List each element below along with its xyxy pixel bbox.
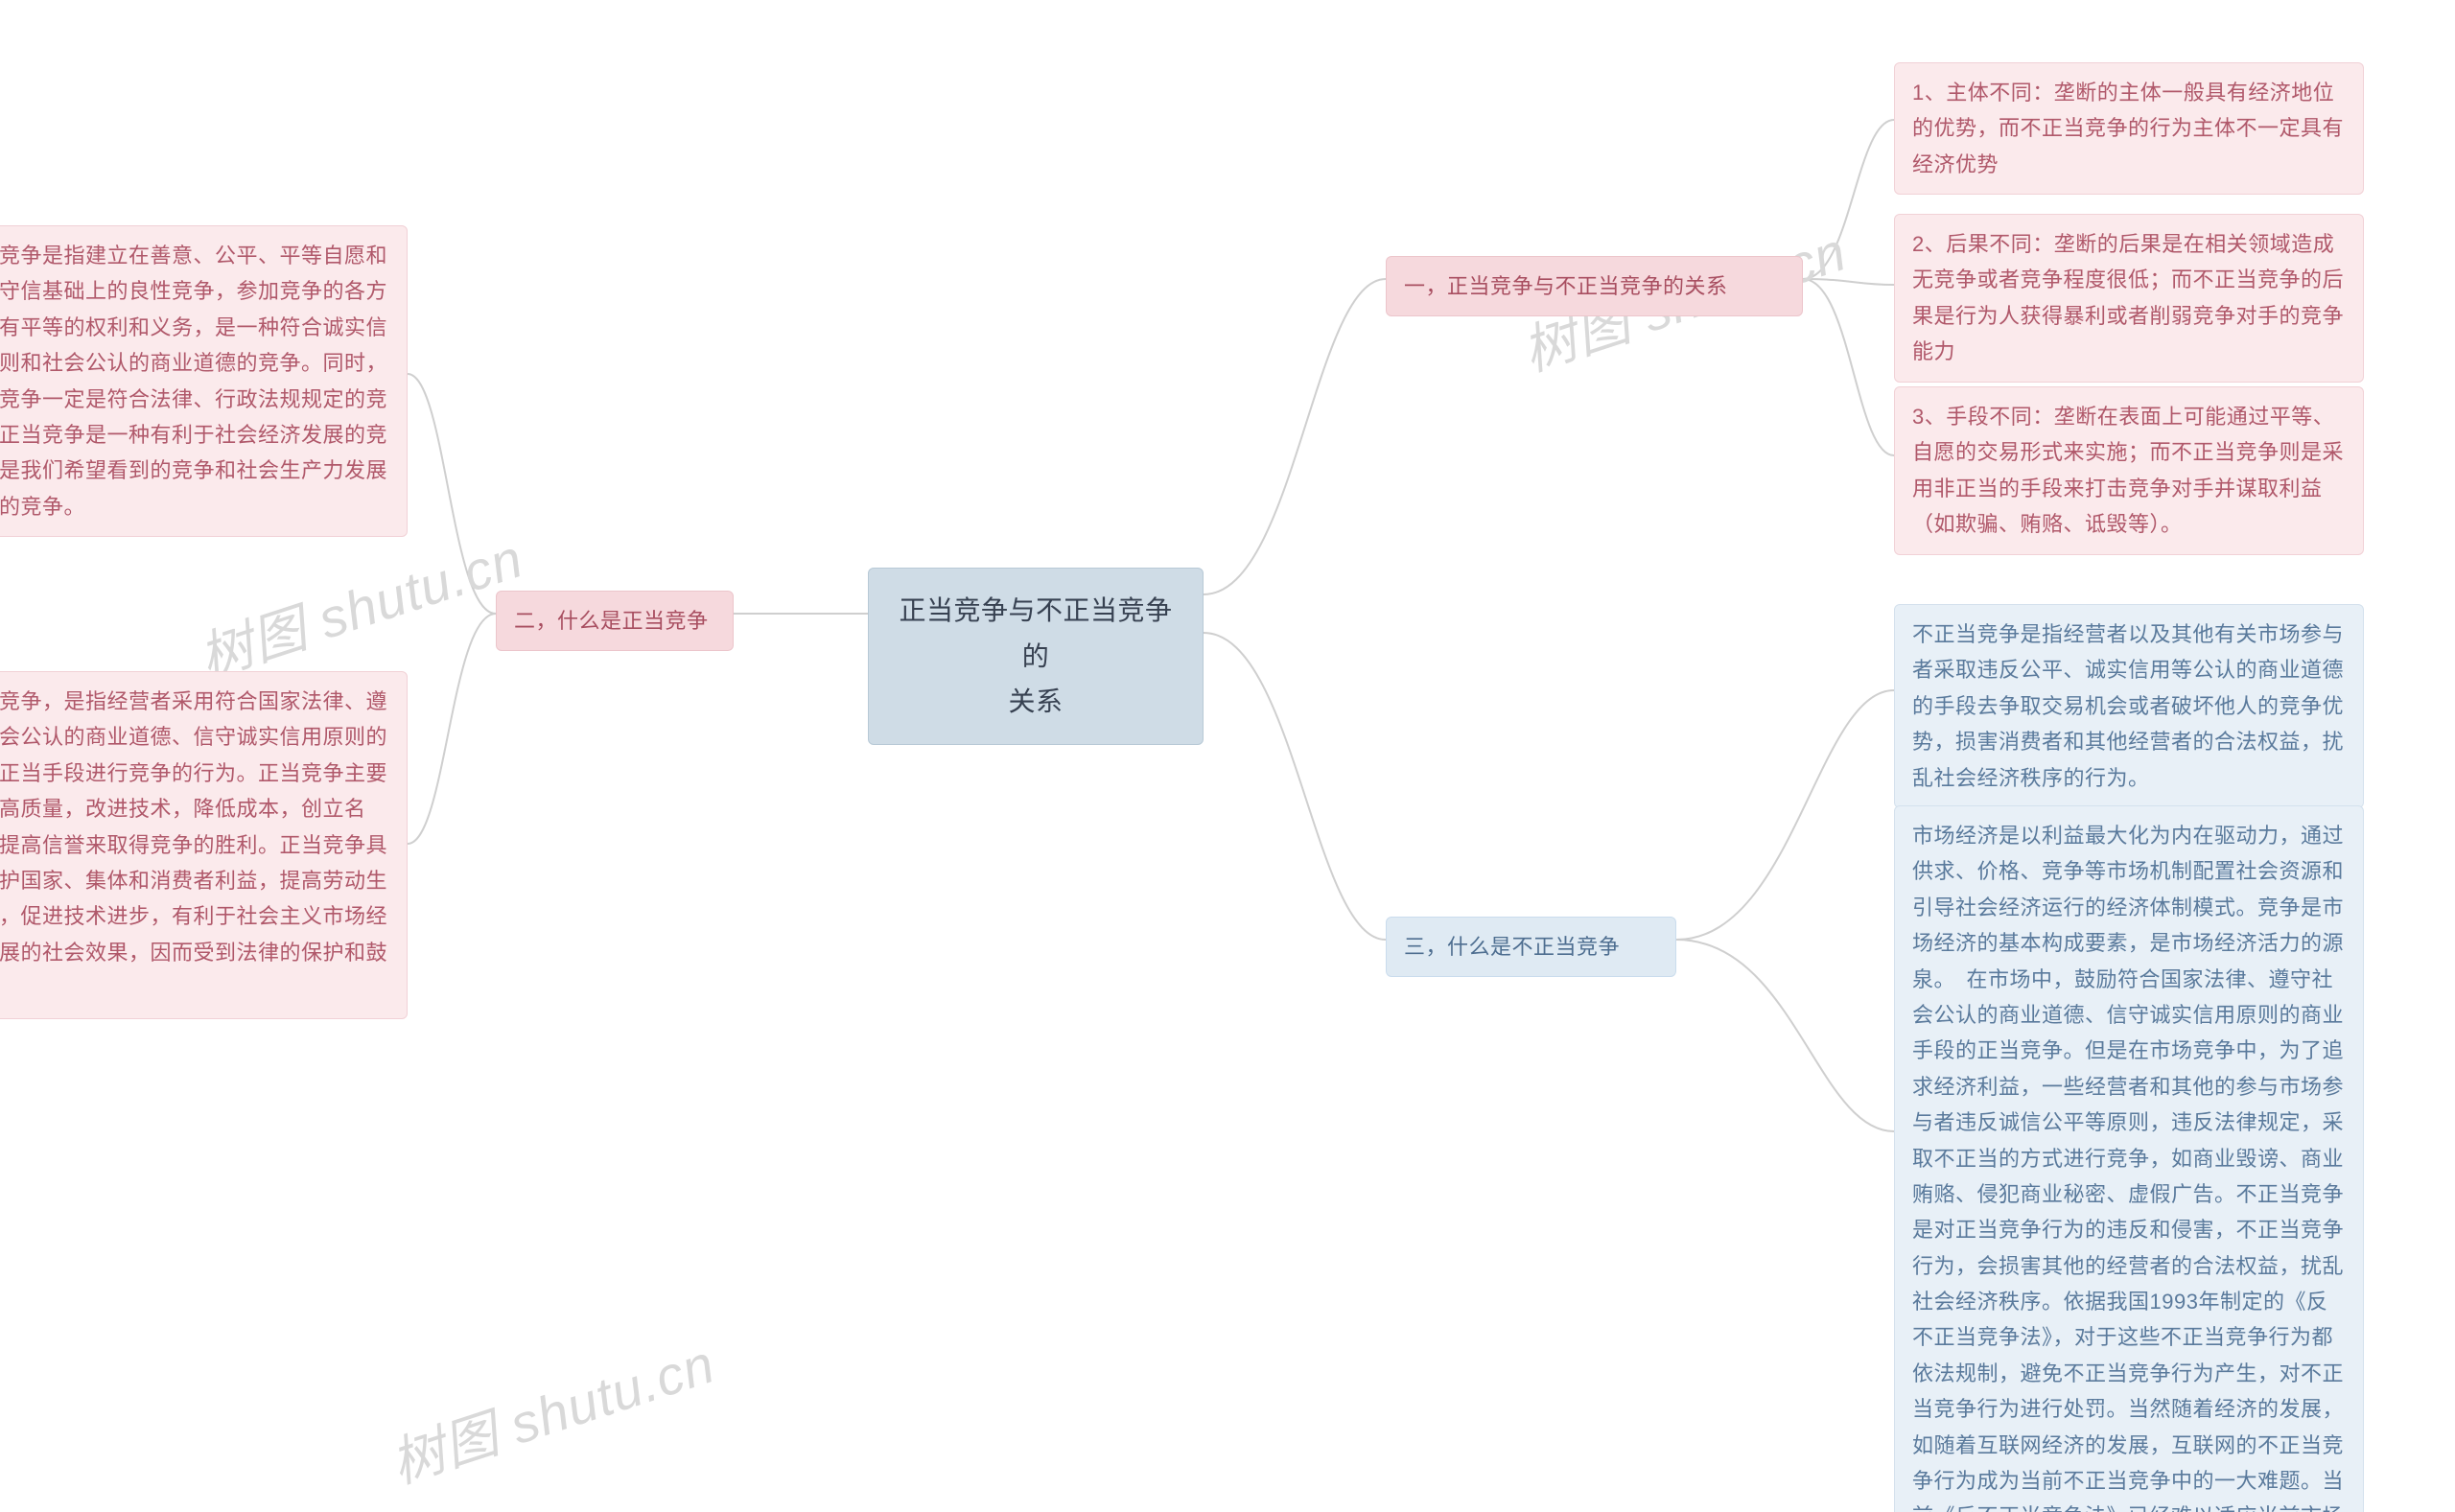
conn-b1-l2 <box>1803 279 1894 285</box>
branch3-leaf1-text: 不正当竞争是指经营者以及其他有关市场参与者采取违反公平、诚实信用等公认的商业道德… <box>1912 622 2344 790</box>
conn-b2-l1 <box>408 374 496 614</box>
branch1-leaf2-text: 2、后果不同：垄断的后果是在相关领域造成无竞争或者竞争程度很低；而不正当竞争的后… <box>1912 232 2344 363</box>
branch1-label: 一，正当竞争与不正当竞争的关系 <box>1404 274 1728 298</box>
conn-center-b1 <box>1204 279 1386 594</box>
center-title-l1: 正当竞争与不正当竞争的 <box>899 595 1172 671</box>
center-title-l2: 关系 <box>1008 686 1063 716</box>
branch3-leaf2-text: 市场经济是以利益最大化为内在驱动力，通过供求、价格、竞争等市场机制配置社会资源和… <box>1912 824 2344 1512</box>
branch3-label: 三，什么是不正当竞争 <box>1404 935 1620 959</box>
branch2-label: 二，什么是正当竞争 <box>514 609 709 633</box>
conn-center-b3 <box>1204 633 1386 940</box>
branch1-leaf2: 2、后果不同：垄断的后果是在相关领域造成无竞争或者竞争程度很低；而不正当竞争的后… <box>1894 214 2364 383</box>
branch2-leaf2-text: 正当竞争，是指经营者采用符合国家法律、遵守社会公认的商业道德、信守诚实信用原则的… <box>0 689 387 1000</box>
center-node: 正当竞争与不正当竞争的 关系 <box>868 568 1204 745</box>
conn-b3-l1 <box>1676 690 1894 940</box>
branch2-node: 二，什么是正当竞争 <box>496 591 734 651</box>
branch3-node: 三，什么是不正当竞争 <box>1386 917 1676 977</box>
branch2-leaf2: 正当竞争，是指经营者采用符合国家法律、遵守社会公认的商业道德、信守诚实信用原则的… <box>0 671 408 1019</box>
watermark: 树图 shutu.cn <box>380 1321 723 1499</box>
conn-b1-l3 <box>1803 279 1894 455</box>
conn-b3-l2 <box>1676 940 1894 1131</box>
branch2-leaf1-text: 正当竞争是指建立在善意、公平、平等自愿和诚实守信基础上的良性竞争，参加竞争的各方… <box>0 244 387 519</box>
branch1-leaf3: 3、手段不同：垄断在表面上可能通过平等、自愿的交易形式来实施；而不正当竞争则是采… <box>1894 386 2364 555</box>
branch1-leaf1: 1、主体不同：垄断的主体一般具有经济地位的优势，而不正当竞争的行为主体不一定具有… <box>1894 62 2364 195</box>
branch1-node: 一，正当竞争与不正当竞争的关系 <box>1386 256 1803 316</box>
conn-b1-l1 <box>1803 120 1894 279</box>
conn-b2-l2 <box>408 614 496 844</box>
branch1-leaf3-text: 3、手段不同：垄断在表面上可能通过平等、自愿的交易形式来实施；而不正当竞争则是采… <box>1912 405 2344 536</box>
branch3-leaf2: 市场经济是以利益最大化为内在驱动力，通过供求、价格、竞争等市场机制配置社会资源和… <box>1894 805 2364 1512</box>
branch2-leaf1: 正当竞争是指建立在善意、公平、平等自愿和诚实守信基础上的良性竞争，参加竞争的各方… <box>0 225 408 537</box>
branch1-leaf1-text: 1、主体不同：垄断的主体一般具有经济地位的优势，而不正当竞争的行为主体不一定具有… <box>1912 81 2344 176</box>
watermark: 树图 shutu.cn <box>188 516 531 693</box>
branch3-leaf1: 不正当竞争是指经营者以及其他有关市场参与者采取违反公平、诚实信用等公认的商业道德… <box>1894 604 2364 808</box>
